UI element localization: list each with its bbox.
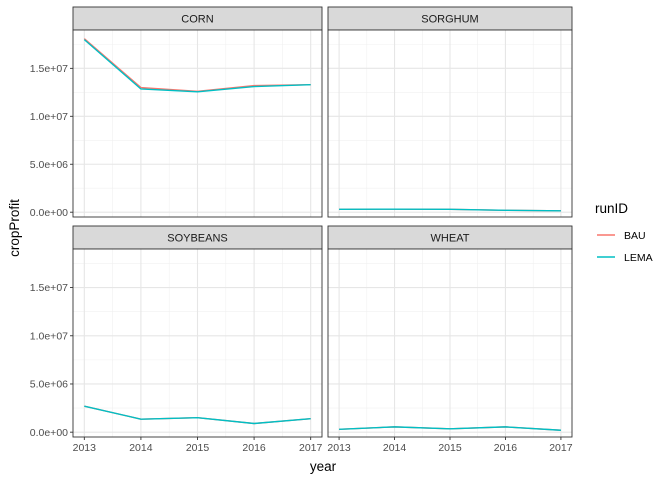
strip-label-soybeans: SOYBEANS	[167, 233, 228, 245]
panel-border	[72, 29, 323, 218]
panel-sorghum: SORGHUM	[327, 6, 573, 218]
series-line-lema-soybeans	[84, 405, 311, 425]
strip-label-wheat: WHEAT	[431, 233, 470, 245]
panel-border	[327, 29, 573, 218]
x-tick-label: 2013	[327, 442, 351, 454]
strip-label-corn: CORN	[181, 14, 213, 26]
x-tick-label: 2014	[129, 442, 153, 454]
y-tick-label: 5.0e+06	[30, 159, 68, 171]
panel-wheat: WHEAT	[327, 225, 573, 438]
legend-title: runID	[595, 201, 628, 216]
y-tick-label: 1.0e+07	[30, 330, 68, 342]
legend-label-bau: BAU	[624, 230, 646, 242]
x-tick-label: 2013	[73, 442, 97, 454]
y-tick-label: 1.5e+07	[30, 282, 68, 294]
y-tick-label: 5.0e+06	[30, 379, 68, 391]
panel-corn: CORN	[72, 6, 323, 218]
y-tick-label: 1.5e+07	[30, 63, 68, 75]
series-line-lema-sorghum	[339, 208, 561, 212]
panels-layer: CORN SORGHUM SOYBEANS WHEAT	[72, 6, 573, 438]
y-axis-title: cropProfit	[7, 199, 22, 257]
x-tick-label: 2017	[549, 442, 573, 454]
x-tick-label: 2015	[438, 442, 462, 454]
legend-label-lema: LEMA	[624, 252, 653, 264]
x-axis-title: year	[310, 459, 337, 474]
y-tick-label: 0.0e+00	[30, 427, 68, 439]
x-tick-label: 2014	[383, 442, 407, 454]
x-tick-label: 2017	[299, 442, 323, 454]
x-tick-label: 2016	[242, 442, 266, 454]
x-tick-label: 2015	[186, 442, 210, 454]
legend: runID BAU LEMA	[595, 201, 653, 268]
y-tick-label: 1.0e+07	[30, 111, 68, 123]
x-tick-label: 2016	[494, 442, 518, 454]
y-tick-label: 0.0e+00	[30, 207, 68, 219]
series-line-lema-wheat	[339, 426, 561, 431]
panel-soybeans: SOYBEANS	[72, 225, 323, 438]
axes-layer: 0.0e+00 5.0e+06 1.0e+07 1.5e+07 0.0e+00 5.0e+…	[30, 63, 573, 454]
series-line-lema-corn	[83, 39, 311, 93]
strip-label-sorghum: SORGHUM	[421, 14, 478, 26]
